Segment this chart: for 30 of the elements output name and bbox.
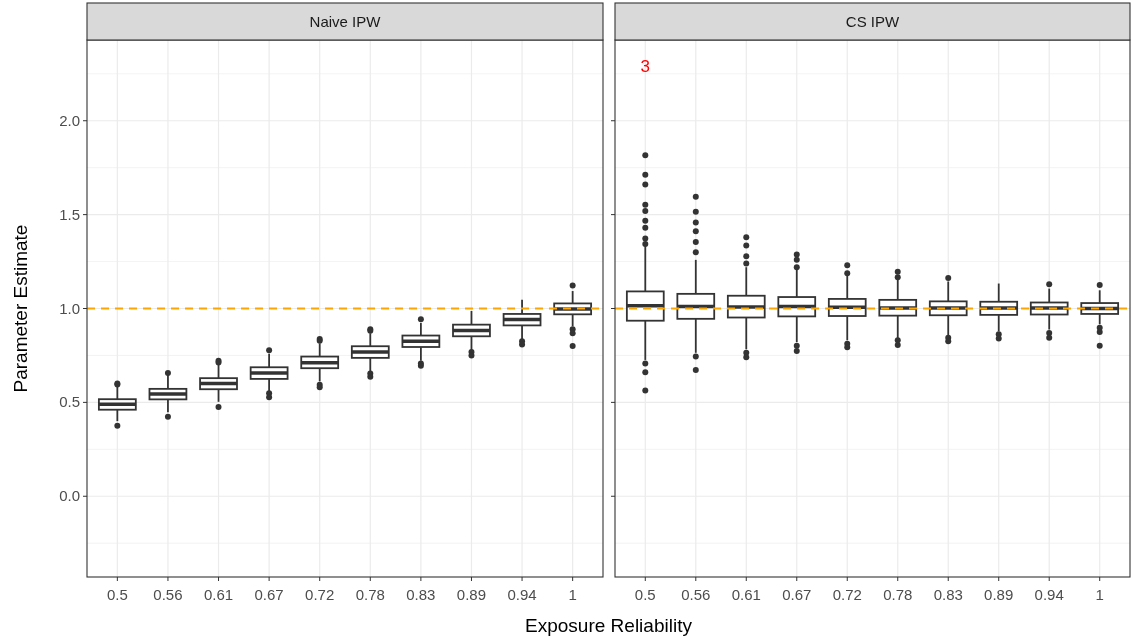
x-tick-label: 0.67 — [782, 586, 812, 603]
x-tick-label: 0.83 — [933, 586, 963, 603]
x-tick-label: 0.94 — [507, 586, 537, 603]
x-tick-label: 0.83 — [406, 586, 436, 603]
x-tick-label: 1 — [568, 586, 577, 603]
x-tick-label: 0.61 — [203, 586, 234, 603]
y-tick-label: 1.0 — [59, 299, 80, 317]
chart-title: Naive IPW — [309, 13, 382, 30]
x-tick-label: 0.94 — [1034, 586, 1064, 603]
x-tick-label: 0.5 — [106, 586, 128, 603]
x-tick-label: 0.89 — [456, 586, 487, 603]
x-tick-label: 0.56 — [153, 586, 183, 603]
x-tick-label: 0.89 — [984, 586, 1014, 603]
x-tick-label: 0.56 — [681, 586, 711, 603]
y-tick-label: 0.5 — [59, 393, 80, 411]
x-tick-label: 0.72 — [305, 586, 335, 603]
chart-title: CS IPW — [845, 13, 901, 30]
y-tick-label: 0.0 — [59, 487, 80, 505]
x-tick-label: 1 — [1095, 586, 1104, 603]
y-axis-title: Parameter Estimate — [10, 224, 31, 393]
y-tick-label: 1.5 — [59, 205, 80, 223]
x-tick-label: 0.61 — [731, 586, 761, 603]
x-tick-label: 0.78 — [883, 586, 913, 603]
x-tick-label: 0.5 — [634, 586, 656, 603]
x-tick-label: 0.67 — [254, 586, 284, 603]
x-axis-title: Exposure Reliability — [525, 615, 693, 636]
x-tick-label: 0.72 — [832, 586, 862, 603]
y-tick-label: 2.0 — [59, 111, 80, 129]
x-tick-label: 0.78 — [355, 586, 385, 603]
annotation: 3 — [640, 57, 651, 76]
